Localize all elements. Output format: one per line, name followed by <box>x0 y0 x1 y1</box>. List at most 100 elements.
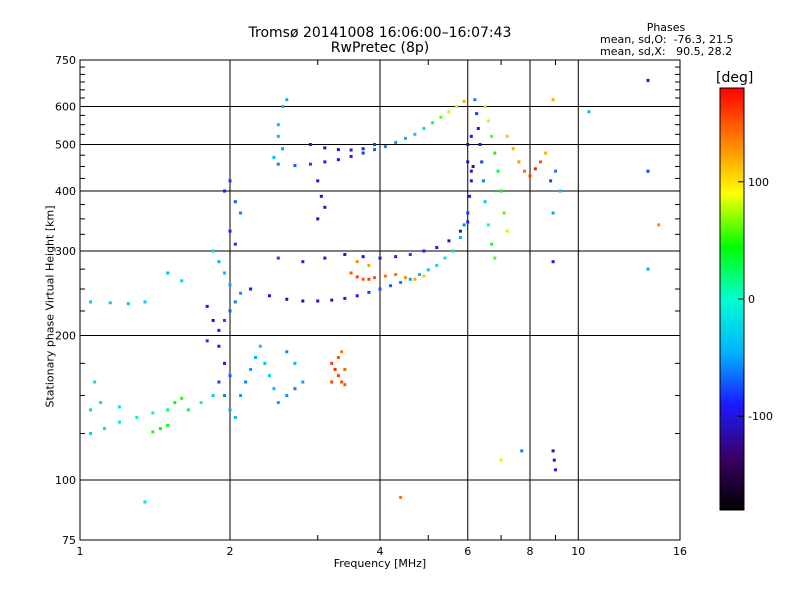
data-point <box>126 302 130 306</box>
data-point <box>349 148 353 152</box>
data-point <box>258 344 262 348</box>
data-point <box>276 134 280 138</box>
data-point <box>471 164 475 168</box>
data-point <box>469 134 473 138</box>
data-point <box>323 146 327 150</box>
data-point <box>343 253 347 257</box>
data-point <box>158 427 162 431</box>
x-tick-label: 6 <box>464 545 471 558</box>
data-point <box>228 309 232 313</box>
data-point <box>281 105 285 109</box>
data-point <box>285 297 289 301</box>
data-point <box>239 211 243 215</box>
data-point <box>373 276 377 280</box>
data-point <box>458 229 462 233</box>
phases-heading: Phases <box>646 21 686 34</box>
data-point <box>336 355 340 359</box>
data-point <box>481 179 485 183</box>
chart-subtitle: RwPretec (8p) <box>330 40 430 56</box>
y-tick-label: 750 <box>55 54 76 67</box>
x-axis-label: Frequency [MHz] <box>333 557 427 570</box>
data-point <box>657 223 661 227</box>
data-point <box>293 361 297 365</box>
data-point <box>228 408 232 412</box>
data-point <box>349 155 353 159</box>
data-point <box>462 99 466 103</box>
data-point <box>466 160 470 164</box>
data-point <box>413 132 417 136</box>
data-point <box>285 98 289 102</box>
data-point <box>343 296 347 300</box>
data-point <box>211 318 215 322</box>
data-point <box>233 415 237 419</box>
data-point <box>439 115 443 119</box>
data-point <box>399 495 403 499</box>
data-point <box>466 143 470 147</box>
data-point <box>333 367 337 371</box>
data-point <box>435 246 439 250</box>
data-point <box>233 242 237 246</box>
data-point <box>336 148 340 152</box>
data-point <box>511 147 515 151</box>
data-point <box>89 300 93 304</box>
data-point <box>267 294 271 298</box>
y-tick-label: 100 <box>55 474 76 487</box>
data-point <box>276 123 280 127</box>
data-point <box>355 294 359 298</box>
colorbar-tick-label: -100 <box>748 410 773 423</box>
data-point <box>151 430 155 434</box>
data-point <box>223 189 227 193</box>
data-point <box>533 167 537 171</box>
data-point <box>285 394 289 398</box>
data-point <box>228 229 232 233</box>
x-tick-label: 2 <box>227 545 234 558</box>
data-point <box>394 140 398 144</box>
data-point <box>211 249 215 253</box>
y-tick-label: 200 <box>55 330 76 343</box>
data-point <box>431 121 435 125</box>
data-point <box>323 205 327 209</box>
data-point <box>117 405 121 409</box>
data-point <box>551 449 555 453</box>
data-point <box>267 374 271 378</box>
data-point <box>343 383 347 387</box>
data-point <box>447 239 451 243</box>
data-point <box>383 274 387 278</box>
data-point <box>272 155 276 159</box>
data-point <box>549 179 553 183</box>
data-point <box>468 194 472 198</box>
data-point <box>466 211 470 215</box>
phases-x-stats: mean, sd,X: 90.5, 28.2 <box>600 45 733 58</box>
data-point <box>343 367 347 371</box>
colorbar-title: [deg] <box>716 70 754 86</box>
data-point <box>223 394 227 398</box>
data-point <box>244 380 248 384</box>
data-point <box>340 350 344 354</box>
data-point <box>117 420 121 424</box>
data-point <box>539 160 543 164</box>
data-point <box>323 160 327 164</box>
data-point <box>451 249 455 253</box>
data-point <box>93 380 97 384</box>
x-tick-label: 8 <box>527 545 534 558</box>
x-tick-label: 10 <box>571 545 585 558</box>
data-point <box>336 374 340 378</box>
data-point <box>330 298 334 302</box>
data-point <box>367 290 371 294</box>
data-point <box>394 273 398 277</box>
data-point <box>486 223 490 227</box>
data-point <box>361 147 365 151</box>
y-axis-label: Stationary phase Virtual Height [km] <box>43 205 57 408</box>
y-tick-label: 500 <box>55 139 76 152</box>
data-point <box>417 273 421 277</box>
data-point <box>469 169 473 173</box>
data-point <box>276 401 280 405</box>
data-point <box>330 380 334 384</box>
data-point <box>378 256 382 260</box>
data-point <box>493 256 497 260</box>
data-point <box>143 300 147 304</box>
data-point <box>408 253 412 257</box>
data-point <box>239 394 243 398</box>
data-point <box>217 380 221 384</box>
